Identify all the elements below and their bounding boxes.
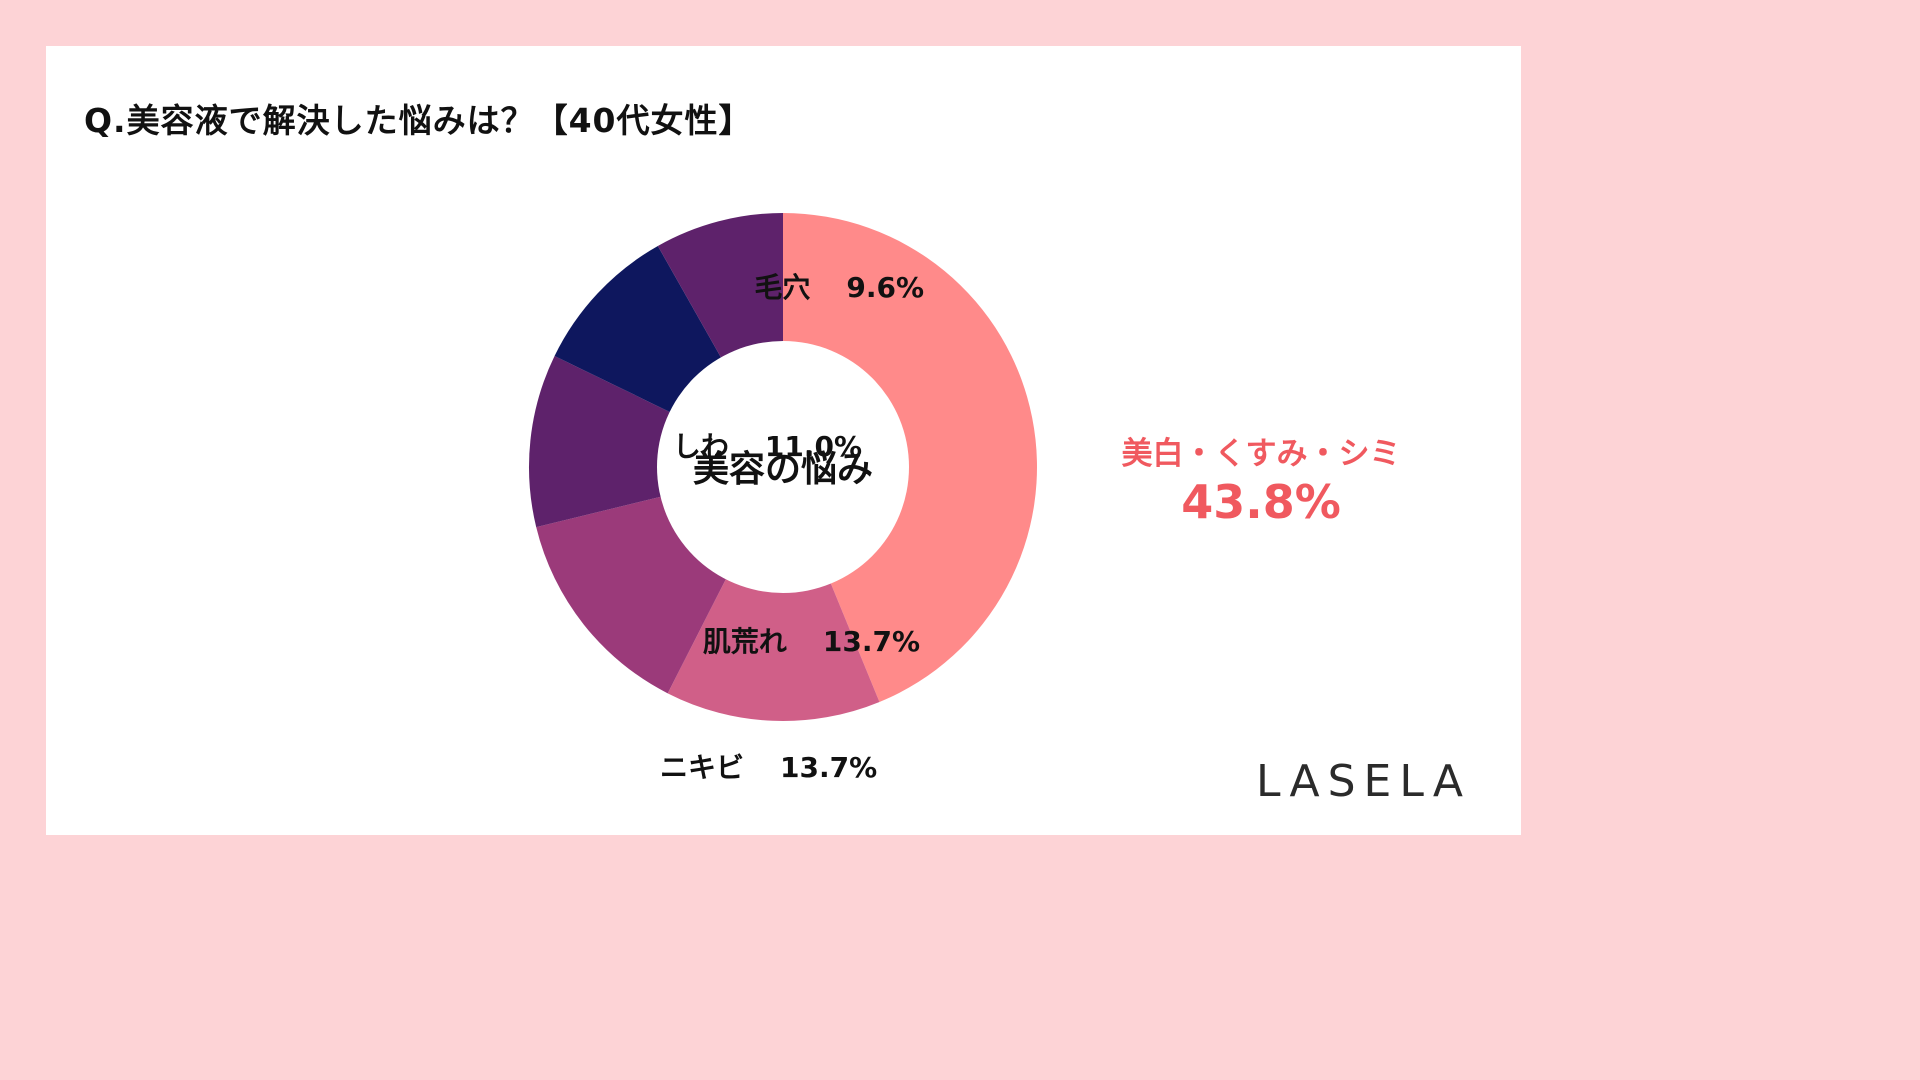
- label-nikibi-name: ニキビ: [660, 751, 745, 784]
- label-shiwa: しわ 11.0%: [673, 425, 862, 465]
- chart-title: Q.美容液で解決した悩みは？【40代女性】: [84, 101, 753, 140]
- donut-chart: 美容の悩み: [529, 213, 1037, 721]
- donut-slice-3: [529, 355, 783, 528]
- label-nikibi: ニキビ 13.7%: [660, 746, 877, 786]
- donut-hole: [657, 341, 909, 593]
- donut-slice-1: [667, 467, 880, 721]
- label-nikibi-value: 13.7%: [780, 751, 878, 784]
- label-bihaku-name: 美白・くすみ・シミ: [1121, 436, 1401, 472]
- label-hadaare-name: 肌荒れ: [702, 625, 787, 658]
- label-keana-name: 毛穴: [754, 271, 811, 304]
- donut-slice-0: [783, 213, 1037, 702]
- label-hadaare-value: 13.7%: [822, 625, 920, 658]
- label-bihaku-value: 43.8%: [1181, 475, 1341, 529]
- label-bihaku: 美白・くすみ・シミ 43.8%: [1076, 428, 1446, 529]
- label-shiwa-value: 11.0%: [764, 430, 862, 463]
- label-shiwa-name: しわ: [672, 430, 729, 463]
- center-label: 美容の悩み: [693, 449, 873, 490]
- lasela-logo: LASELA: [1256, 756, 1471, 807]
- label-keana: 毛穴 9.6%: [754, 266, 924, 306]
- label-hadaare: 肌荒れ 13.7%: [703, 620, 920, 660]
- label-keana-value: 9.6%: [846, 271, 924, 304]
